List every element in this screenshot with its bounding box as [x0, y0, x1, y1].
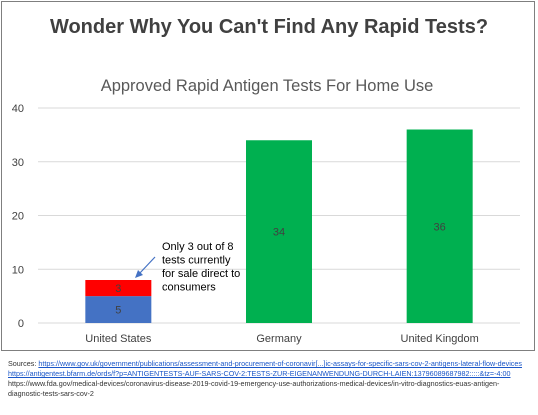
sources-label: Sources: — [8, 359, 37, 368]
data-label-united-states-s1: 3 — [115, 283, 121, 295]
annotation-text: Only 3 out of 8 tests currently for sale d… — [162, 241, 240, 294]
source-link-bfarm[interactable]: https://antigentest.bfarm.de/ords/f?p=AN… — [8, 369, 511, 378]
annotation-arrow-head — [135, 270, 143, 278]
y-tick-label-10: 10 — [12, 264, 24, 276]
headline: Wonder Why You Can't Find Any Rapid Test… — [49, 16, 489, 38]
bar-united-kingdom-s0 — [406, 129, 473, 323]
data-label-united-kingdom-s0: 36 — [434, 221, 446, 233]
x-tick-label-united-kingdom: United Kingdom — [401, 333, 479, 345]
y-axis-ticks: 0 10 20 30 40 — [12, 103, 24, 330]
data-label-germany-s0: 34 — [273, 227, 285, 239]
annotation-arrow-line — [138, 256, 156, 275]
y-tick-label-30: 30 — [12, 157, 24, 169]
x-tick-label-germany: Germany — [256, 333, 302, 345]
annotation-line-3: consumers — [162, 282, 216, 294]
x-tick-label-united-states: United States — [85, 333, 152, 345]
x-axis-ticks: United States Germany United Kingdom — [85, 333, 478, 345]
source-fda: https://www.fda.gov/medical-devices/coro… — [8, 379, 500, 398]
chart-frame: Wonder Why You Can't Find Any Rapid Test… — [1, 1, 535, 351]
chart-title: Approved Rapid Antigen Tests For Home Us… — [101, 77, 434, 95]
bar-chart: Approved Rapid Antigen Tests For Home Us… — [12, 77, 520, 345]
annotation-line-1: tests currently — [162, 255, 231, 267]
y-tick-label-20: 20 — [12, 211, 24, 223]
y-tick-label-40: 40 — [12, 103, 24, 115]
bars: 5 3 34 36 — [85, 129, 473, 323]
source-link-gov-uk[interactable]: https://www.gov.uk/government/publicatio… — [38, 359, 522, 368]
annotation: Only 3 out of 8 tests currently for sale d… — [135, 241, 240, 294]
annotation-line-0: Only 3 out of 8 — [162, 241, 234, 253]
y-tick-label-0: 0 — [18, 318, 24, 330]
data-label-united-states-s0: 5 — [115, 305, 121, 317]
bar-united-states-s0 — [85, 296, 152, 323]
annotation-line-2: for sale direct to — [162, 268, 240, 280]
sources: Sources: https://www.gov.uk/government/p… — [8, 359, 530, 399]
bar-united-states-s1 — [85, 280, 152, 297]
bar-germany-s0 — [246, 140, 312, 323]
